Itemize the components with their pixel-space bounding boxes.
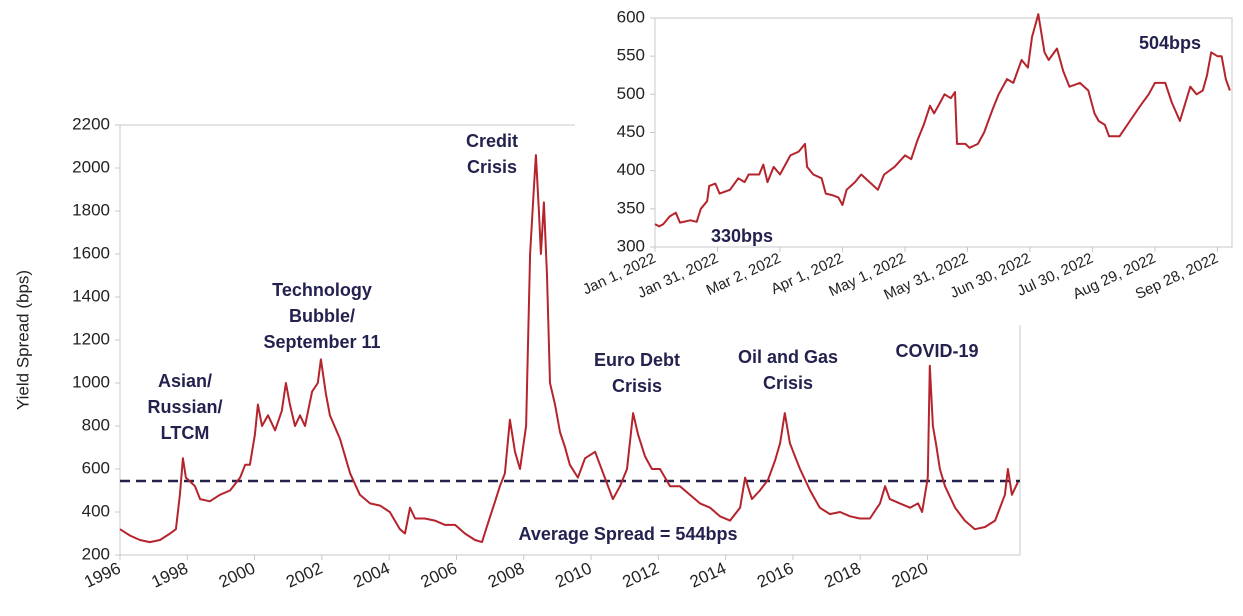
y-tick-label: 350 bbox=[617, 198, 645, 217]
y-tick-label: 500 bbox=[617, 84, 645, 103]
y-tick-label: 1600 bbox=[72, 243, 110, 262]
x-tick-label: 2002 bbox=[283, 558, 325, 591]
y-tick-label: 600 bbox=[617, 7, 645, 26]
y-tick-label: 400 bbox=[82, 501, 110, 520]
x-tick-label: 2008 bbox=[485, 558, 527, 591]
x-tick-label: 2000 bbox=[216, 558, 258, 591]
y-tick-label: 550 bbox=[617, 46, 645, 65]
x-tick-label: 2006 bbox=[418, 558, 460, 591]
x-tick-label: 2010 bbox=[552, 558, 594, 591]
annotation: Asian/ bbox=[158, 371, 212, 391]
x-tick-label: 2004 bbox=[350, 558, 392, 591]
annotation: Bubble/ bbox=[289, 306, 355, 326]
annotation: Crisis bbox=[467, 157, 517, 177]
annotation: Credit bbox=[466, 131, 518, 151]
x-tick-label: 2012 bbox=[620, 558, 662, 591]
y-tick-label: 1400 bbox=[72, 286, 110, 305]
x-tick-label: 2020 bbox=[889, 558, 931, 591]
annotation: COVID-19 bbox=[895, 341, 978, 361]
spread-line bbox=[119, 154, 1019, 544]
annotation: 504bps bbox=[1139, 33, 1201, 53]
annotation: LTCM bbox=[161, 423, 210, 443]
y-tick-label: 2200 bbox=[72, 114, 110, 133]
y-tick-label: 800 bbox=[82, 415, 110, 434]
annotation: Crisis bbox=[612, 376, 662, 396]
x-tick-label: 2014 bbox=[687, 558, 729, 591]
y-tick-label: 400 bbox=[617, 160, 645, 179]
spread-line bbox=[654, 13, 1231, 228]
annotation: Russian/ bbox=[147, 397, 222, 417]
y-tick-label: 450 bbox=[617, 122, 645, 141]
annotation: Oil and Gas bbox=[738, 347, 838, 367]
y-tick-label: 600 bbox=[82, 458, 110, 477]
y-tick-label: 300 bbox=[617, 236, 645, 255]
annotation: 330bps bbox=[711, 226, 773, 246]
y-tick-label: 1800 bbox=[72, 200, 110, 219]
y-tick-label: 1200 bbox=[72, 329, 110, 348]
annotation: September 11 bbox=[263, 332, 380, 352]
y-axis-label: Yield Spread (bps) bbox=[13, 270, 32, 410]
y-tick-label: 1000 bbox=[72, 372, 110, 391]
y-tick-label: 200 bbox=[82, 544, 110, 563]
x-tick-label: 2016 bbox=[754, 558, 796, 591]
annotation: Crisis bbox=[763, 373, 813, 393]
x-tick-label: 2018 bbox=[821, 558, 863, 591]
average-label: Average Spread = 544bps bbox=[519, 524, 738, 544]
inset-background bbox=[575, 0, 1243, 325]
annotation: Euro Debt bbox=[594, 350, 680, 370]
y-tick-label: 2000 bbox=[72, 157, 110, 176]
x-tick-label: 1998 bbox=[149, 558, 191, 591]
annotation: Technology bbox=[272, 280, 372, 300]
